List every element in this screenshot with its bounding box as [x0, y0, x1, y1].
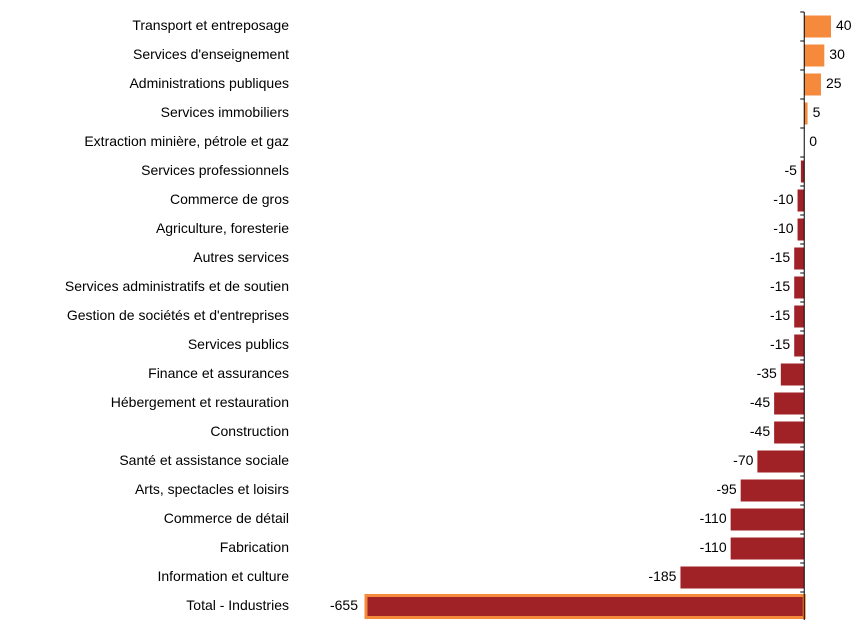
value-label: -110 — [700, 539, 727, 555]
category-label: Fabrication — [220, 539, 289, 555]
bar — [800, 160, 805, 183]
category-label: Gestion de sociétés et d'entreprises — [67, 307, 289, 323]
category-label: Total - Industries — [186, 597, 289, 613]
value-label: 5 — [813, 104, 821, 120]
category-label: Finance et assurances — [148, 365, 289, 381]
value-label: -35 — [757, 365, 777, 381]
category-label: Information et culture — [157, 568, 289, 584]
value-label: 0 — [809, 133, 817, 149]
value-label: -45 — [750, 394, 770, 410]
bar — [794, 305, 805, 328]
category-label: Services publics — [188, 336, 289, 352]
bar — [740, 479, 805, 502]
bar — [794, 334, 805, 357]
bar — [797, 189, 805, 212]
category-label: Agriculture, foresterie — [156, 220, 289, 236]
bar — [794, 247, 805, 270]
bar — [774, 392, 805, 415]
category-label: Services professionnels — [141, 162, 289, 178]
bar — [757, 450, 805, 473]
category-label: Construction — [210, 423, 289, 439]
category-label: Autres services — [193, 249, 289, 265]
bar — [794, 276, 805, 299]
category-label: Commerce de gros — [170, 191, 289, 207]
category-label: Transport et entreposage — [132, 17, 289, 33]
category-label: Administrations publiques — [129, 75, 289, 91]
bar — [780, 363, 805, 386]
value-label: -10 — [773, 220, 793, 236]
category-label: Arts, spectacles et loisirs — [135, 481, 289, 497]
value-label: -5 — [784, 162, 797, 178]
value-label: -15 — [770, 249, 790, 265]
value-label: -10 — [773, 191, 793, 207]
category-label: Services administratifs et de soutien — [65, 278, 289, 294]
value-label: 25 — [826, 75, 842, 91]
category-label: Santé et assistance sociale — [119, 452, 289, 468]
bar — [730, 537, 805, 560]
bar — [680, 566, 805, 589]
category-label: Services immobiliers — [161, 104, 289, 120]
bar — [804, 44, 825, 67]
bar — [797, 218, 805, 241]
value-label: 40 — [836, 17, 852, 33]
value-label: 30 — [829, 46, 845, 62]
value-label: -70 — [733, 452, 753, 468]
value-label: -110 — [700, 510, 727, 526]
bar — [364, 594, 806, 619]
value-label: -15 — [770, 307, 790, 323]
value-label: -655 — [330, 597, 358, 613]
bar — [804, 73, 821, 96]
bar — [730, 508, 805, 531]
category-label: Extraction minière, pétrole et gaz — [84, 133, 289, 149]
bar — [804, 102, 808, 125]
value-label: -15 — [770, 278, 790, 294]
category-label: Hébergement et restauration — [111, 394, 289, 410]
bar — [774, 421, 805, 444]
value-label: -15 — [770, 336, 790, 352]
value-label: -45 — [750, 423, 770, 439]
value-label: -185 — [648, 568, 676, 584]
bar — [804, 15, 831, 38]
category-label: Services d'enseignement — [133, 46, 289, 62]
category-label: Commerce de détail — [164, 510, 289, 526]
value-label: -95 — [716, 481, 736, 497]
